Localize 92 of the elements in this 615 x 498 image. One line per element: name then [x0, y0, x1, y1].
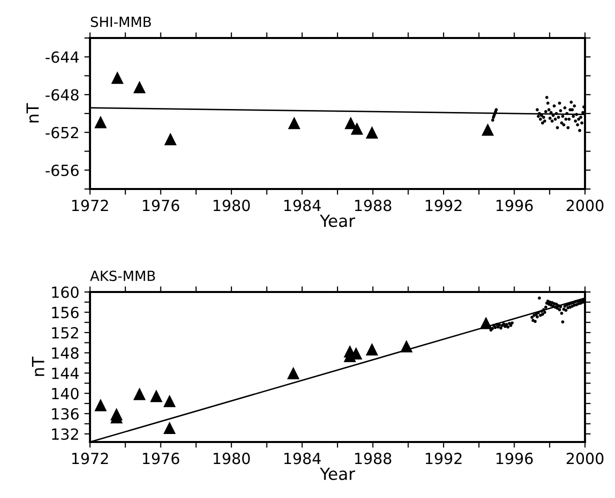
- point: [558, 102, 562, 105]
- point: [570, 100, 573, 104]
- point: [560, 121, 564, 124]
- point: [565, 112, 569, 116]
- x-tick-label: 1984: [284, 200, 321, 212]
- point: [133, 80, 146, 94]
- x-tick-label: 2000: [566, 200, 604, 212]
- point: [552, 104, 556, 108]
- x-axis-title: Year: [320, 468, 356, 480]
- x-tick-label: 1996: [496, 452, 533, 464]
- point: [400, 340, 413, 352]
- point: [574, 112, 578, 116]
- y-tick-label: 156: [52, 306, 79, 318]
- point: [580, 121, 584, 124]
- point: [366, 126, 378, 139]
- point: [568, 118, 571, 121]
- point: [572, 114, 575, 118]
- point: [163, 422, 176, 434]
- point: [544, 110, 548, 114]
- y-tick-label: -644: [46, 51, 79, 63]
- x-tick-label: 1972: [72, 452, 108, 464]
- point: [536, 108, 539, 112]
- point: [288, 116, 300, 130]
- point: [578, 128, 582, 132]
- point: [556, 116, 560, 119]
- point: [563, 106, 566, 110]
- point: [538, 118, 542, 121]
- point: [163, 394, 176, 408]
- y-tick-label: 160: [52, 286, 79, 298]
- x-tick-label: 1988: [355, 452, 392, 464]
- point: [94, 398, 107, 412]
- point: [133, 388, 146, 400]
- point: [94, 116, 107, 128]
- point: [561, 114, 564, 118]
- x-tick-label: 1976: [142, 452, 180, 464]
- y-tick-label: -656: [46, 164, 79, 176]
- x-tick-label: 1988: [355, 200, 392, 212]
- point: [491, 118, 494, 122]
- y-tick-label: 148: [52, 347, 79, 359]
- point: [344, 116, 357, 130]
- point: [542, 116, 546, 119]
- y-tick-label: 140: [52, 388, 79, 400]
- point: [546, 102, 550, 105]
- x-tick-label: 2000: [566, 452, 604, 464]
- point: [548, 116, 552, 120]
- y-axis-title: nT: [32, 356, 44, 376]
- point: [556, 126, 559, 130]
- point: [574, 119, 578, 123]
- point: [543, 119, 546, 123]
- x-tick-label: 1980: [214, 452, 250, 464]
- y-tick-label: 132: [52, 428, 78, 440]
- x-axis-title: Year: [320, 214, 356, 228]
- point: [566, 126, 570, 130]
- point: [366, 343, 378, 356]
- point: [536, 114, 540, 118]
- point: [287, 366, 300, 380]
- point: [576, 123, 580, 126]
- x-tick-label: 1992: [426, 200, 462, 212]
- x-tick-label: 1992: [426, 452, 462, 464]
- x-tick-label: 1972: [72, 200, 108, 212]
- point: [550, 119, 554, 123]
- y-tick-label: 152: [52, 327, 78, 339]
- point: [150, 390, 163, 402]
- point: [581, 111, 584, 114]
- chart-title: AKS-MMB: [90, 270, 155, 282]
- x-tick-label: 1984: [284, 452, 321, 464]
- point: [579, 116, 582, 119]
- point: [559, 109, 562, 112]
- y-tick-label: 144: [52, 368, 79, 379]
- y-tick-label: -652: [46, 126, 78, 138]
- point: [572, 104, 576, 108]
- point: [111, 71, 124, 84]
- point: [547, 108, 550, 112]
- y-axis-title: nT: [26, 103, 39, 122]
- point: [577, 118, 580, 121]
- x-tick-label: 1976: [142, 200, 180, 212]
- point: [164, 132, 177, 146]
- point: [554, 112, 558, 116]
- point: [564, 118, 568, 121]
- point: [482, 123, 494, 136]
- x-tick-label: 1996: [496, 200, 533, 212]
- point: [538, 112, 541, 116]
- point: [480, 316, 492, 330]
- point: [562, 123, 566, 126]
- x-tick-label: 1980: [214, 200, 250, 212]
- point: [554, 118, 557, 121]
- point: [545, 96, 548, 100]
- y-tick-label: -648: [46, 89, 79, 101]
- y-tick-label: 136: [52, 408, 79, 420]
- point: [350, 122, 364, 135]
- point: [541, 121, 544, 124]
- chart-title: SHI-MMB: [90, 16, 151, 28]
